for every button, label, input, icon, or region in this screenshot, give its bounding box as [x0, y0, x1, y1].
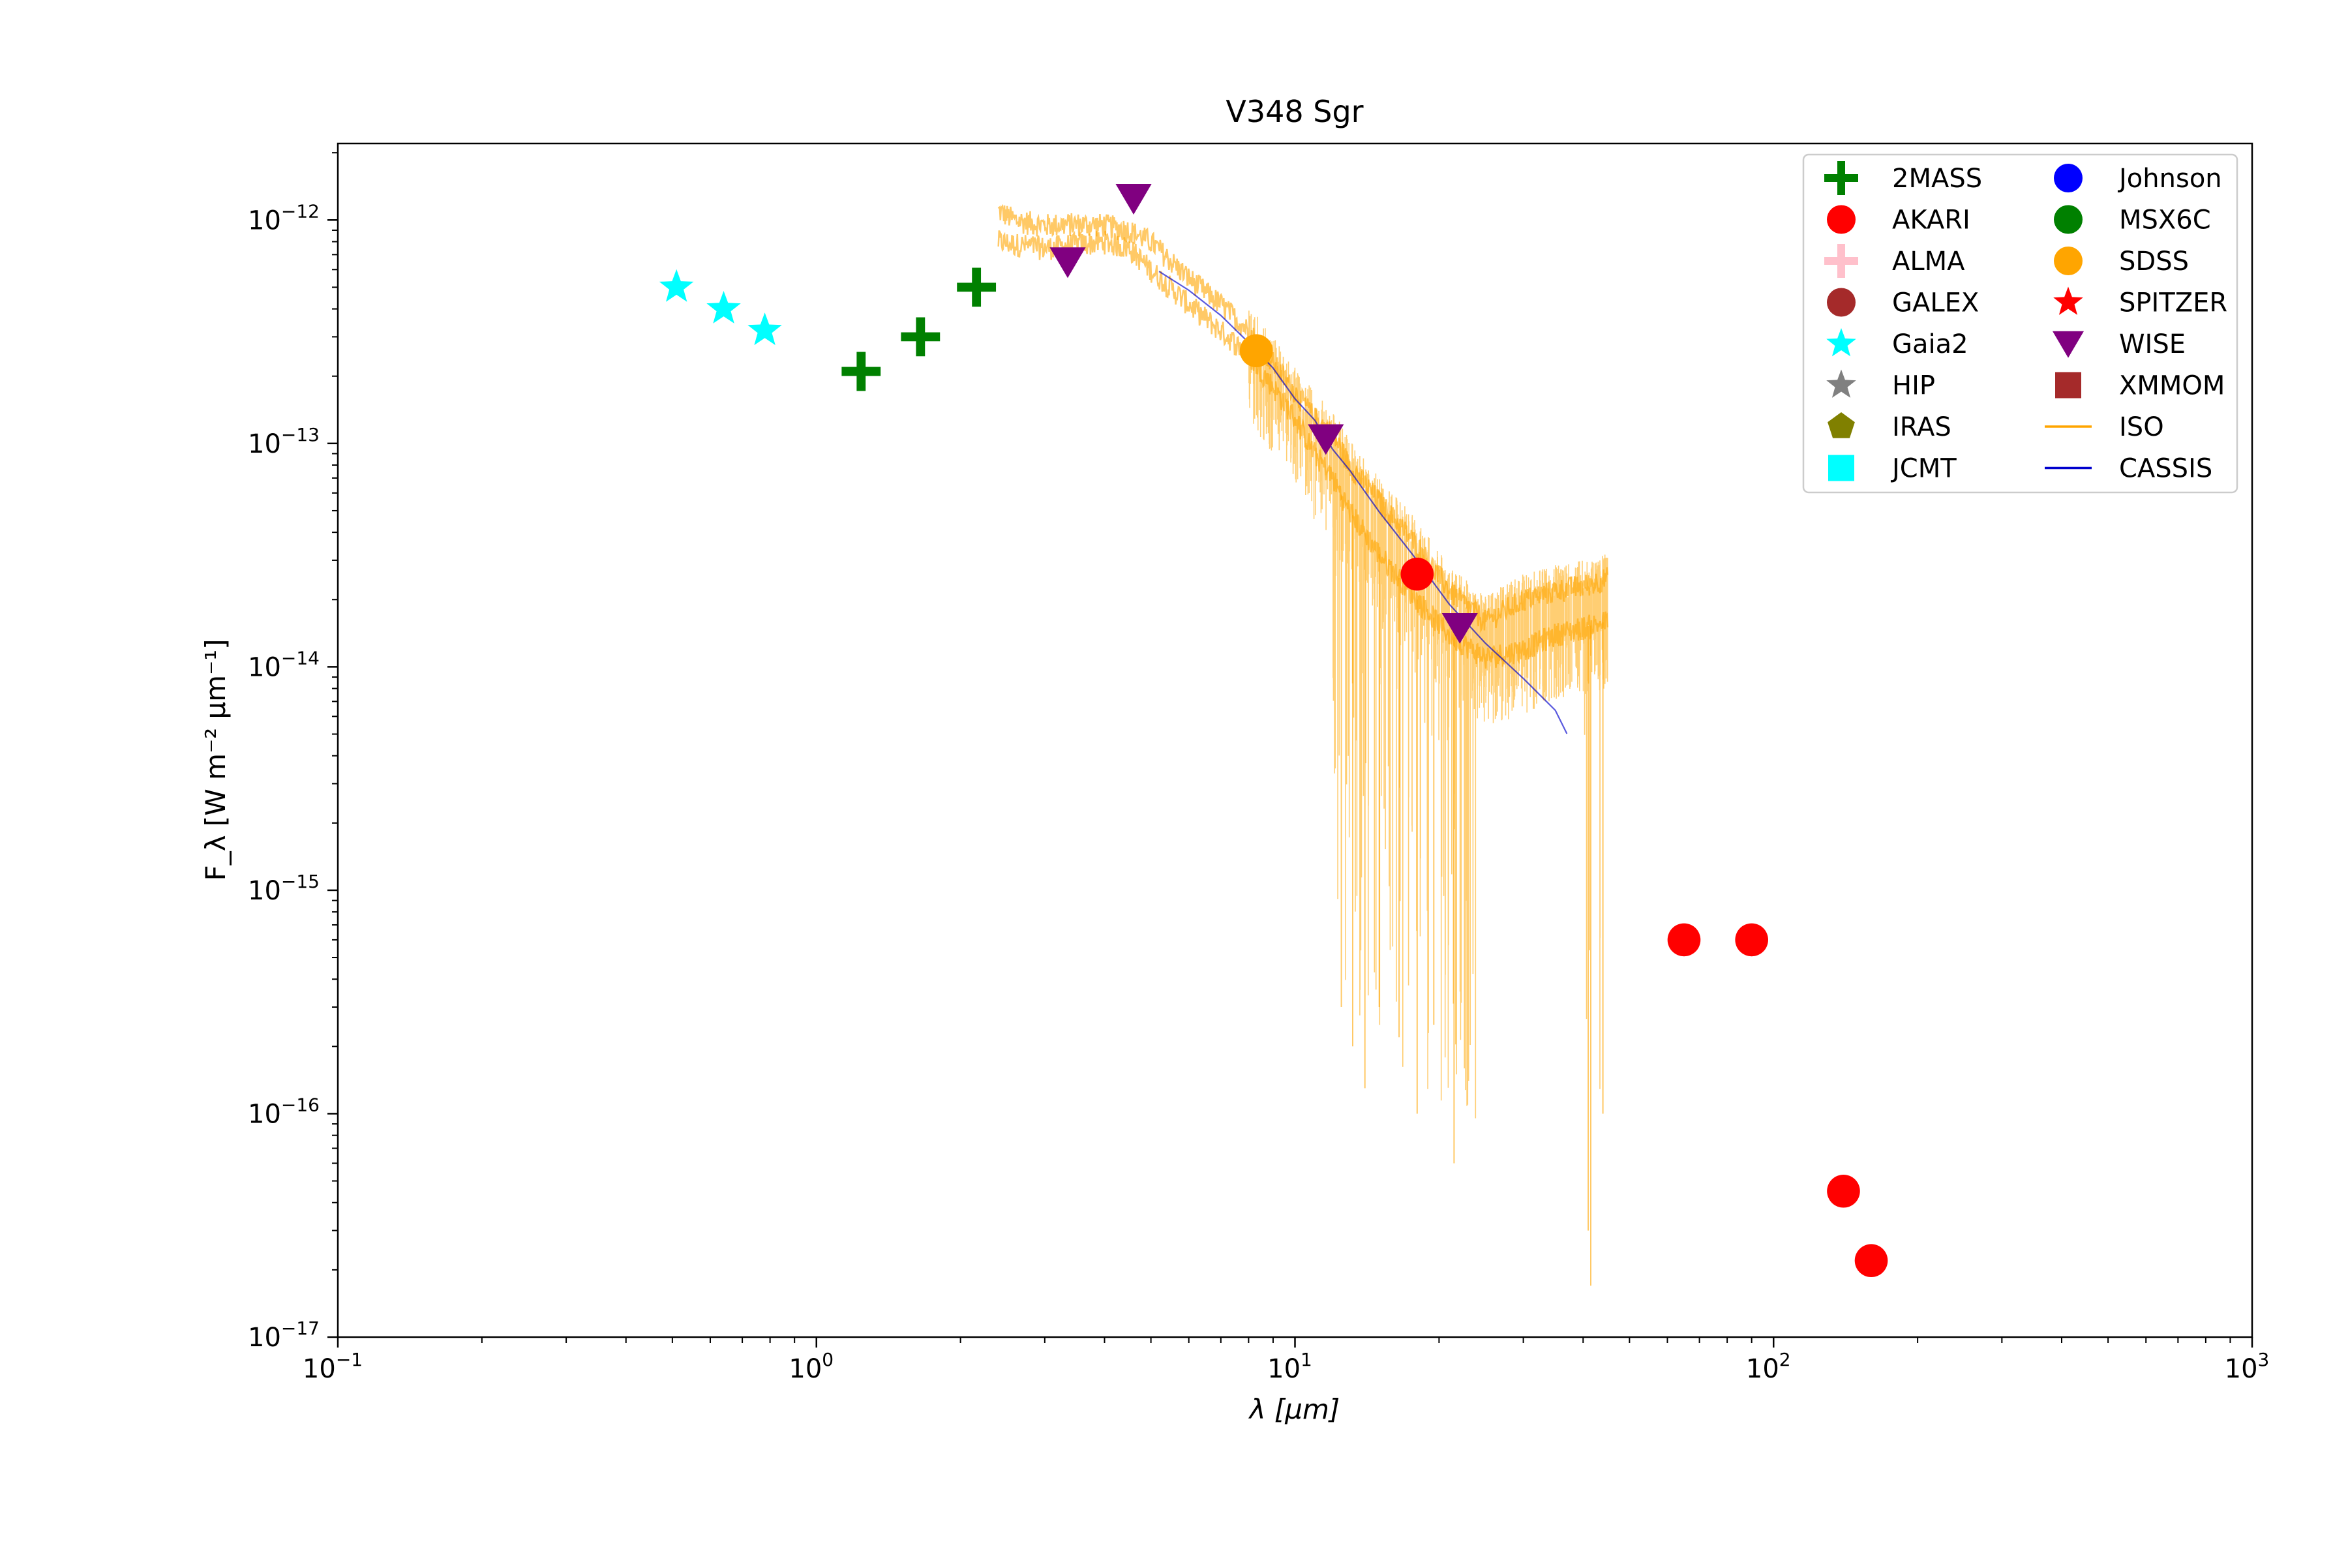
legend-marker [1824, 161, 1858, 195]
gaia2-point [706, 291, 741, 324]
x-axis-label: λ [μm] [1248, 1393, 1340, 1425]
legend-label: Johnson [2117, 164, 2222, 194]
legend-marker [1828, 412, 1855, 438]
legend-label: SPITZER [2119, 288, 2227, 318]
x-tick-label: 100 [789, 1349, 834, 1384]
legend-marker [2054, 247, 2083, 275]
legend-marker [1827, 288, 1856, 317]
2mass-point [957, 267, 997, 307]
legend-entry-gaia2: Gaia2 [1826, 328, 1968, 359]
chart-title: V348 Sgr [1226, 94, 1363, 129]
2mass-point [901, 317, 941, 357]
legend-label: 2MASS [1892, 164, 1982, 194]
wise-point [1308, 424, 1344, 455]
sdss-point [1239, 334, 1273, 367]
legend-label: AKARI [1892, 205, 1970, 235]
plot-area [659, 184, 1888, 1286]
legend-entry-spitzer: SPITZER [2053, 286, 2227, 318]
legend-entry-alma: ALMA [1824, 244, 1965, 278]
legend-label: SDSS [2119, 247, 2189, 277]
x-tick-label: 10−1 [303, 1349, 363, 1384]
series-2mass [841, 267, 997, 391]
y-tick-label: 10−13 [248, 424, 320, 459]
legend-marker [1826, 369, 1856, 398]
legend-label: HIP [1892, 371, 1935, 401]
cassis-spectrum [1158, 271, 1568, 734]
y-tick-label: 10−15 [248, 871, 320, 906]
x-tick-label: 101 [1267, 1349, 1312, 1384]
legend-entry-hip: HIP [1826, 369, 1935, 401]
iso-noise [1248, 310, 1608, 1119]
x-tick-label: 102 [1746, 1349, 1791, 1384]
series-wise [1049, 184, 1478, 644]
akari-point [1400, 557, 1434, 591]
wise-point [1115, 184, 1152, 215]
series-akari [1400, 557, 1888, 1278]
gaia2-point [659, 269, 694, 302]
y-axis-label: F_λ [W m⁻² μm⁻¹] [200, 639, 232, 881]
iso-spectrum [997, 204, 1609, 1286]
wise-point [1441, 612, 1478, 644]
akari-point [1735, 923, 1768, 957]
legend-marker [2053, 331, 2084, 358]
legend-entry-johnson: Johnson [2054, 164, 2222, 194]
legend-label: WISE [2119, 329, 2186, 359]
legend-label: Gaia2 [1892, 329, 1968, 359]
axes-frame [337, 142, 2253, 1338]
legend-entry-iras: IRAS [1828, 412, 1951, 442]
y-tick-label: 10−14 [248, 647, 320, 682]
legend-label: ALMA [1892, 247, 1965, 277]
x-tick-label: 103 [2225, 1349, 2270, 1384]
legend-entry-xmmom: XMMOM [2055, 371, 2225, 401]
legend-label: MSX6C [2119, 205, 2211, 235]
y-tick-label: 10−16 [248, 1094, 320, 1129]
legend-entry-akari: AKARI [1827, 205, 1970, 235]
legend-marker [2054, 164, 2083, 192]
legend-marker [2055, 372, 2081, 399]
gaia2-point [747, 312, 782, 346]
legend-entry-2mass: 2MASS [1824, 161, 1982, 195]
legend-label: JCMT [1890, 454, 1957, 484]
legend-marker [1827, 205, 1856, 234]
y-tick-label: 10−17 [248, 1318, 320, 1353]
legend-box [1802, 153, 2238, 494]
akari-point [1827, 1174, 1860, 1208]
legend-label: ISO [2119, 412, 2164, 442]
legend-entry-wise: WISE [2053, 329, 2186, 359]
series-sdss [1239, 334, 1273, 367]
legend-label: GALEX [1892, 288, 1979, 318]
legend-entry-galex: GALEX [1827, 288, 1979, 318]
legend-label: IRAS [1892, 412, 1951, 442]
legend: 2MASS AKARI ALMA GALEX Gaia2 HIP IRAS JCMT Johns… [1802, 153, 2238, 494]
akari-point [1667, 923, 1701, 957]
legend-marker [1826, 328, 1856, 357]
akari-point [1854, 1244, 1888, 1278]
legend-marker [1828, 455, 1854, 481]
x-axis-ticks: 10−1 100 101 102 103 [303, 1337, 2269, 1384]
iso-dropouts [1340, 494, 1604, 1286]
legend-entry-iso: ISO [2045, 412, 2164, 442]
legend-label: XMMOM [2119, 371, 2225, 401]
legend-entry-sdss: SDSS [2054, 247, 2189, 277]
wise-point [1049, 247, 1086, 279]
legend-entry-msx6c: MSX6C [2054, 205, 2211, 235]
series-gaia2 [659, 269, 782, 346]
y-tick-label: 10−12 [248, 200, 320, 235]
legend-marker [2054, 205, 2083, 234]
2mass-point [841, 352, 881, 391]
legend-entry-jcmt: JCMT [1828, 454, 1957, 484]
legend-label: CASSIS [2119, 454, 2212, 484]
legend-marker [1824, 244, 1858, 278]
legend-entry-cassis: CASSIS [2045, 454, 2212, 484]
y-axis-ticks: 10−17 10−16 10−15 10−14 10−13 10−12 [248, 152, 338, 1353]
legend-marker [2053, 286, 2083, 315]
